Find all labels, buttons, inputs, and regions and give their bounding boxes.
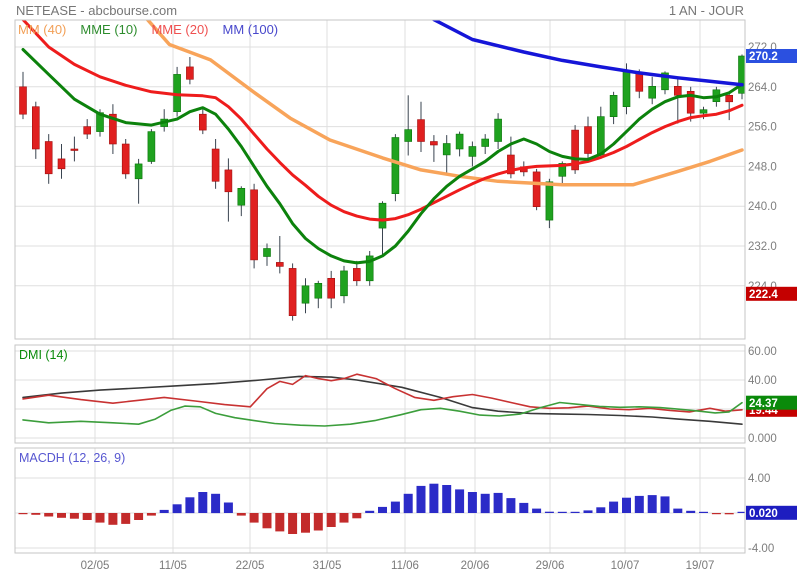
- y-axis-label: 248.0: [748, 161, 777, 173]
- panel-border: [14, 19, 746, 340]
- x-axis-label: 19/07: [686, 560, 715, 572]
- dmi-line-adx: [22, 375, 743, 426]
- x-axis-label: 31/05: [313, 560, 342, 572]
- y-axis-label: 60.00: [748, 346, 777, 358]
- macd-badge: 0.020: [746, 505, 797, 520]
- x-axis-label: 10/07: [611, 560, 640, 572]
- macd-histogram: [18, 483, 745, 534]
- y-axis-label: 256.0: [748, 122, 777, 134]
- chart-title: NETEASE - abcbourse.com: [16, 3, 178, 18]
- x-axis-label: 22/05: [236, 560, 265, 572]
- svg-text:0.020: 0.020: [749, 508, 778, 520]
- dmi-line-di_plus: [22, 401, 743, 427]
- ma-line-mm40: [145, 20, 744, 187]
- dmi-badge-24_37: 24.37: [746, 395, 797, 410]
- dmi-panel-label: DMI (14): [19, 348, 68, 362]
- x-axis-label: 11/05: [159, 560, 187, 572]
- svg-text:24.37: 24.37: [749, 398, 778, 410]
- x-axis-label: 11/06: [391, 560, 419, 572]
- legend-item-mme10: MME (10): [80, 22, 138, 37]
- y-axis-label: -4.00: [748, 543, 774, 555]
- legend-item-mm40: MM (40): [18, 22, 67, 37]
- y-axis-label: 264.0: [748, 82, 777, 94]
- x-axis-label: 29/06: [536, 560, 565, 572]
- macd-panel-label: MACDH (12, 26, 9): [19, 451, 126, 465]
- legend-item-mm100: MM (100): [222, 22, 279, 37]
- legend-item-mme20: MME (20): [151, 22, 209, 37]
- x-axis-label: 20/06: [461, 560, 490, 572]
- svg-text:270.2: 270.2: [749, 51, 778, 63]
- period-label: 1 AN - JOUR: [668, 3, 744, 18]
- gridlines: [15, 20, 745, 339]
- panel-border: [14, 344, 746, 444]
- legend: MM (40) MME (10) MME (20) MM (100): [18, 22, 292, 37]
- ma-line-mme10: [21, 48, 744, 265]
- candles: [19, 54, 745, 321]
- x-axis-label: 02/05: [81, 560, 110, 572]
- low-price-badge: 222.4: [746, 286, 797, 301]
- panel-border: [14, 447, 746, 554]
- ma-line-mm100: [432, 20, 744, 87]
- y-axis-label: 40.00: [748, 375, 777, 387]
- y-axis-label: 232.0: [748, 241, 777, 253]
- y-axis-label: 4.00: [748, 473, 770, 485]
- ma-line-mme20: [21, 20, 744, 222]
- last-price-badge: 270.2: [746, 49, 797, 63]
- svg-text:222.4: 222.4: [749, 289, 778, 301]
- gridlines: [15, 345, 745, 443]
- y-axis-label: 0.000: [748, 433, 777, 445]
- y-axis-label: 240.0: [748, 201, 777, 213]
- dmi-line-di_minus: [22, 373, 743, 413]
